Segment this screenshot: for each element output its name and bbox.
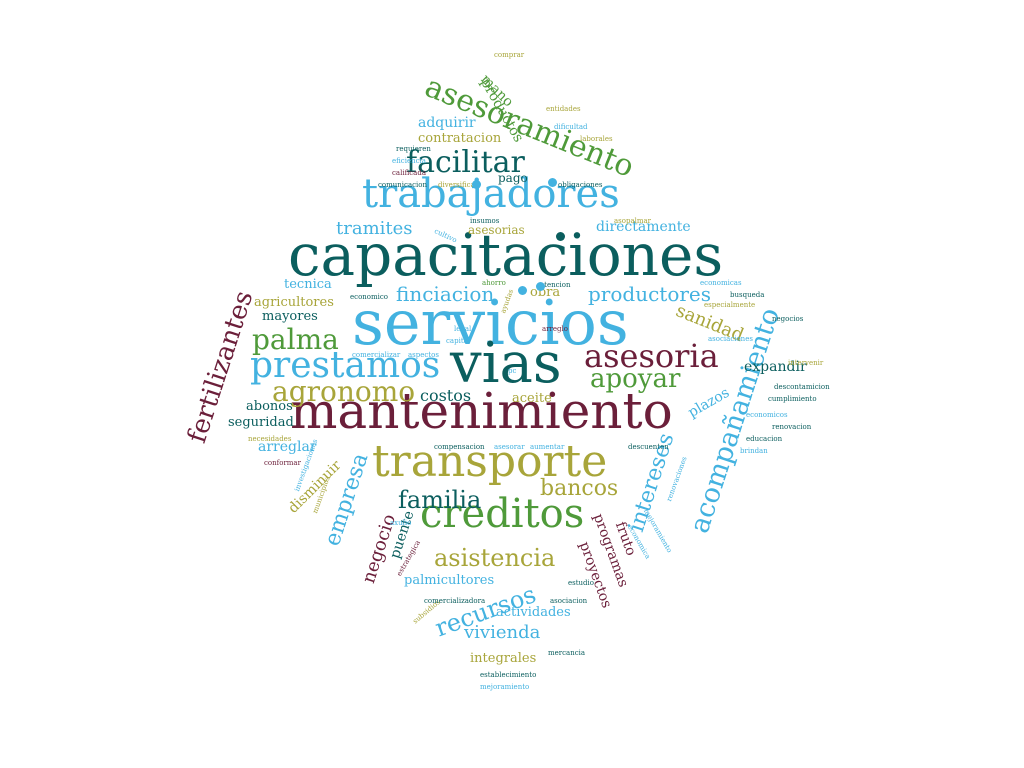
word-finciacion: finciacion — [396, 282, 495, 306]
word-familia: familia — [398, 486, 482, 514]
word-brindan: brindan — [740, 447, 768, 455]
word-ahorro: ahorro — [482, 279, 506, 287]
word-costos: costos — [420, 386, 472, 405]
word-comercializadora: comercializadora — [424, 597, 486, 605]
word-directamente: directamente — [596, 219, 691, 235]
word-bancos: bancos — [540, 476, 619, 501]
word-negocios: negocios — [772, 315, 804, 323]
word-trabajadores: trabajadores — [362, 171, 620, 217]
word-asesorias: asesorias — [468, 223, 525, 237]
word-tecnica: tecnica — [284, 277, 332, 292]
word-atencion: atencion — [540, 281, 571, 289]
word-palmicultores: palmicultores — [404, 573, 495, 588]
word-economicas: economicas — [700, 279, 742, 287]
word-palma: palma — [252, 323, 339, 356]
word-conformar: conformar — [264, 459, 301, 467]
word-agronomo: agronomo — [272, 375, 416, 408]
word-integrales: integrales — [470, 651, 537, 666]
word-compensacion: compensacion — [434, 443, 485, 451]
word-requieren: requieren — [396, 145, 431, 153]
word-facilitar: facilitar — [406, 145, 525, 180]
word-vivienda: vivienda — [464, 622, 541, 643]
word-comercializar: comercializar — [352, 351, 401, 359]
word-vias: vias — [450, 331, 562, 396]
word-entidades: entidades — [546, 105, 581, 113]
word-laborales: laborales — [580, 135, 613, 143]
word-arreglar: arreglar — [258, 439, 317, 455]
word-asociaciones: asociaciones — [708, 335, 753, 343]
word-intervenir: intervenir — [788, 359, 824, 367]
word-axulio: axulio — [390, 519, 412, 527]
word-prestamos: prestamos — [250, 345, 441, 386]
word-comunicacion: comunicacion — [378, 181, 428, 189]
word-capital: capital — [446, 337, 471, 345]
word-asistencia: asistencia — [434, 544, 556, 572]
word-tramites: tramites — [336, 218, 413, 239]
decorative-dot — [518, 286, 527, 295]
word-comprar: comprar — [494, 51, 525, 59]
word-obligaciones: obligaciones — [558, 181, 603, 189]
word-mantenimiento: mantenimiento — [290, 382, 673, 440]
word-contratacion: contratacion — [418, 131, 502, 146]
decorative-dot — [472, 180, 481, 189]
word-mayores: mayores — [262, 309, 318, 324]
word-aumentar: aumentar — [530, 443, 565, 451]
word-descontamicion: descontamicion — [774, 383, 830, 391]
word-economicos: economicos — [746, 411, 788, 419]
word-asociacion: asociacion — [550, 597, 588, 605]
word-asopalmar: asopalmar — [614, 217, 652, 225]
word-arreglo: arreglo — [542, 325, 568, 333]
word-capacitaciones: capacitaciones — [288, 221, 724, 289]
word-servicios: servicios — [352, 286, 629, 359]
word-mercancia: mercancia — [548, 649, 586, 657]
decorative-dot — [556, 232, 565, 241]
word-necesidades: necesidades — [248, 435, 292, 443]
word-asesorar: asesorar — [494, 443, 525, 451]
word-renovacion: renovacion — [772, 423, 812, 431]
word-actividades: actividades — [496, 605, 571, 620]
word-economico: economico — [350, 293, 389, 301]
word-apoyar: apoyar — [590, 364, 681, 394]
word-eficiencia: eficiencia — [392, 157, 426, 165]
word-estudio: estudio — [568, 579, 594, 587]
word-mejoramiento: mejoramiento — [480, 683, 530, 691]
decorative-dot — [536, 282, 545, 291]
word-asesoria: asesoria — [584, 337, 719, 375]
word-diversificar: diversificar — [438, 181, 479, 189]
word-seguridad: seguridad — [228, 415, 294, 430]
word-descuenten: descuenten — [628, 443, 669, 451]
word-calificada: calificada — [392, 169, 426, 177]
word-establecimiento: establecimiento — [480, 671, 537, 679]
word-expandir: expandir — [744, 359, 807, 375]
word-aspectos: aspectos — [408, 351, 439, 359]
word-especialmente: especialmente — [704, 301, 756, 309]
word-pc: pc — [508, 367, 517, 375]
word-legal: legal — [454, 325, 472, 333]
word-creditos: creditos — [420, 491, 585, 537]
word-cumplimiento: cumplimiento — [768, 395, 817, 403]
word-insumos: insumos — [470, 217, 500, 225]
word-agricultores: agricultores — [254, 295, 334, 310]
word-abonos: abonos — [246, 399, 293, 414]
word-pago: pago — [498, 171, 528, 185]
word-busqueda: busqueda — [730, 291, 765, 299]
word-adquirir: adquirir — [418, 115, 476, 131]
word-productores: productores — [588, 282, 712, 306]
word-educacion: educacion — [746, 435, 783, 443]
word-transporte: transporte — [372, 436, 608, 487]
word-dificultad: dificultad — [554, 123, 588, 131]
decorative-dot — [548, 178, 557, 187]
word-aceite: aceite — [512, 391, 552, 406]
